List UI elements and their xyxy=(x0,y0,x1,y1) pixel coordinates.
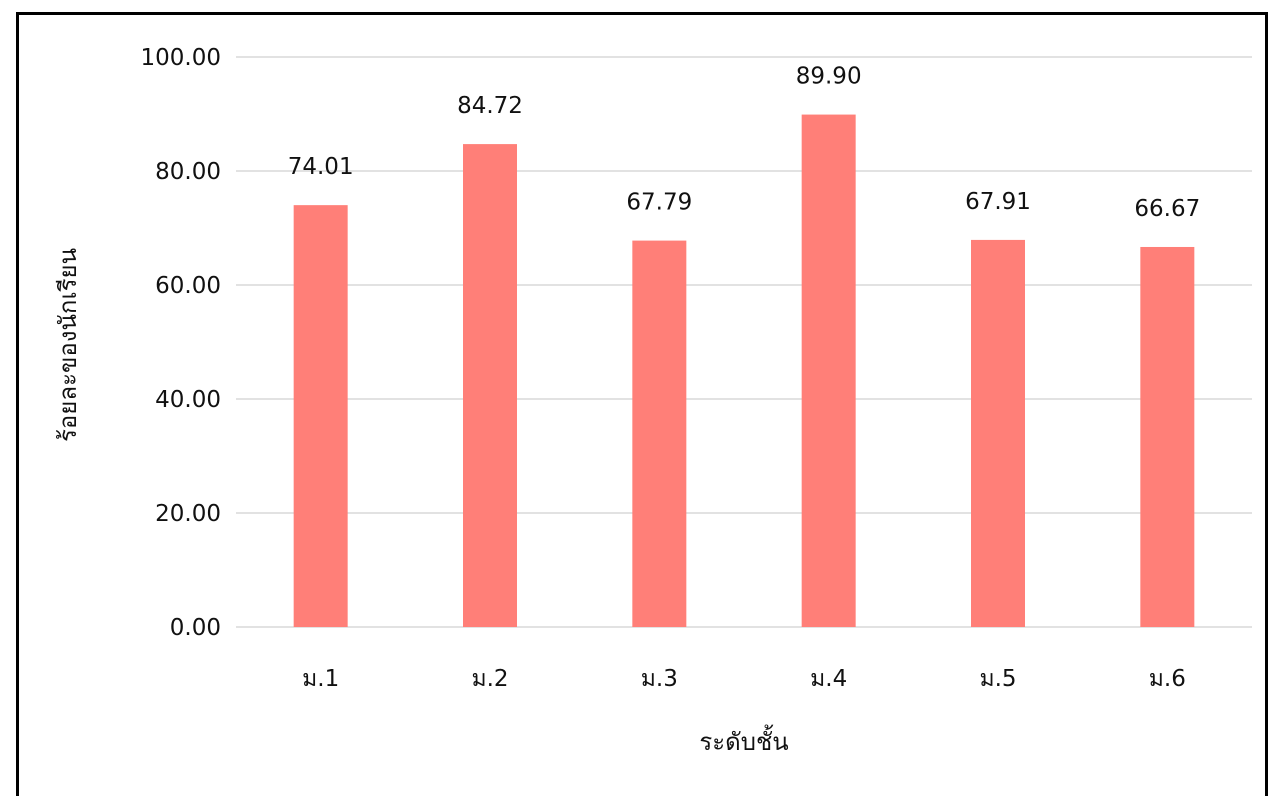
x-tick-label: ม.5 xyxy=(979,666,1016,692)
bar xyxy=(971,239,1025,627)
y-tick-label: 40.00 xyxy=(155,387,221,413)
data-label: 67.91 xyxy=(965,189,1031,215)
bar xyxy=(801,114,856,627)
y-tick-label: 80.00 xyxy=(155,159,221,185)
y-axis-title: ร้อยละของนักเรียน xyxy=(54,248,82,442)
x-tick-label: ม.6 xyxy=(1149,666,1186,692)
bars xyxy=(293,114,1195,628)
x-tick-label: ม.4 xyxy=(810,666,847,692)
bar xyxy=(463,144,517,627)
y-tick-labels: 0.00 20.00 40.00 60.00 80.00 100.00 xyxy=(141,45,221,641)
data-label: 74.01 xyxy=(288,154,354,180)
data-label: 89.90 xyxy=(796,64,862,90)
data-label: 66.67 xyxy=(1134,196,1200,222)
x-tick-label: ม.2 xyxy=(471,666,508,692)
x-tick-label: ม.3 xyxy=(641,666,678,692)
x-tick-labels: ม.1 ม.2 ม.3 ม.4 ม.5 ม.6 xyxy=(302,666,1186,692)
y-tick-label: 60.00 xyxy=(155,273,221,299)
data-label: 67.79 xyxy=(626,190,692,216)
data-labels: 74.01 84.72 67.79 89.90 67.91 66.67 xyxy=(288,64,1201,222)
y-tick-label: 0.00 xyxy=(170,615,221,641)
x-axis-title: ระดับชั้น xyxy=(699,724,788,756)
y-tick-label: 20.00 xyxy=(155,501,221,527)
bar xyxy=(293,205,348,627)
data-label: 84.72 xyxy=(457,93,523,119)
x-tick-label: ม.1 xyxy=(302,666,339,692)
bar xyxy=(1140,246,1195,627)
y-tick-label: 100.00 xyxy=(141,45,221,71)
bar xyxy=(632,240,687,628)
gridlines xyxy=(236,56,1252,628)
